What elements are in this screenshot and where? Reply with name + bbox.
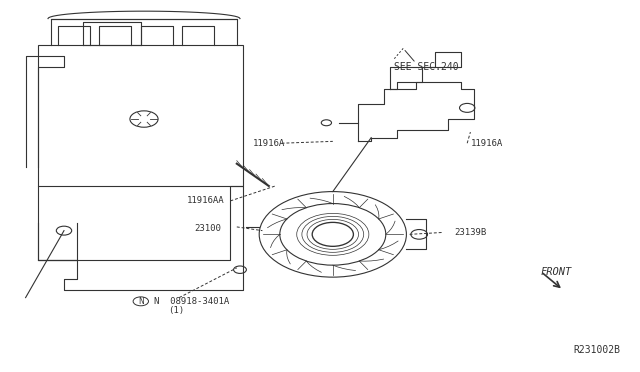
Text: (1): (1) xyxy=(168,306,184,315)
Text: 11916A: 11916A xyxy=(253,139,285,148)
Text: 23139B: 23139B xyxy=(454,228,486,237)
Text: FRONT: FRONT xyxy=(541,267,572,276)
Text: N: N xyxy=(138,297,143,306)
Text: N  08918-3401A: N 08918-3401A xyxy=(154,297,229,306)
Text: 11916A: 11916A xyxy=(470,139,502,148)
Text: 23100: 23100 xyxy=(194,224,221,233)
Text: R231002B: R231002B xyxy=(574,345,621,355)
Text: SEE SEC.240: SEE SEC.240 xyxy=(394,62,458,72)
Text: 11916AA: 11916AA xyxy=(186,196,224,205)
